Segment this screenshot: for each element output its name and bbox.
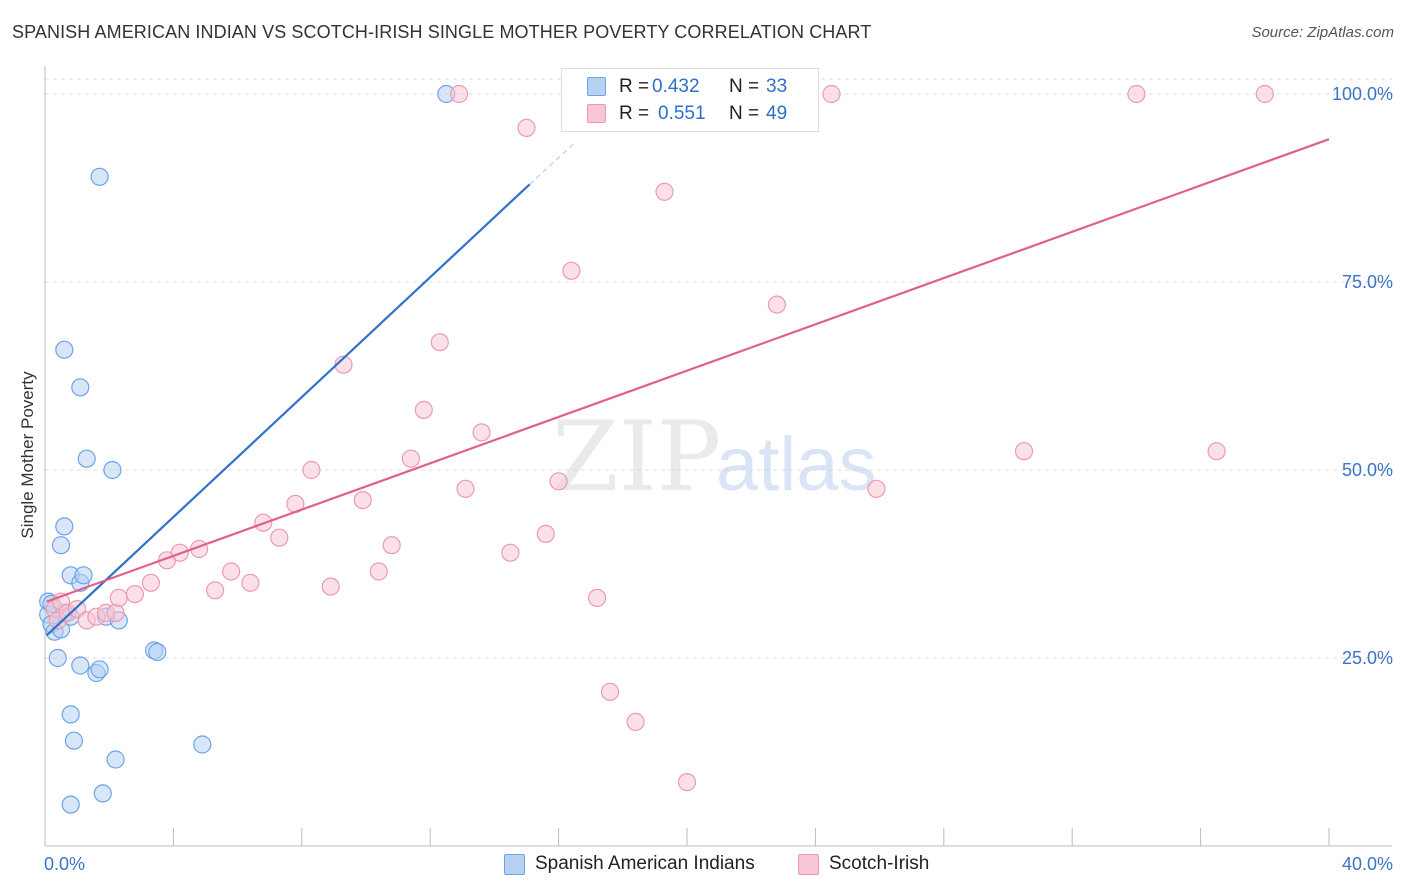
point-spanish-american-indians [55, 517, 74, 536]
point-scotch-irish [822, 84, 841, 104]
point-scotch-irish [206, 581, 225, 600]
point-spanish-american-indians [55, 340, 74, 359]
point-scotch-irish [241, 573, 260, 592]
point-scotch-irish [109, 588, 128, 608]
legend-swatch-blue [587, 77, 606, 96]
chart-source: Source: ZipAtlas.com [1251, 24, 1394, 41]
point-spanish-american-indians [61, 795, 80, 814]
point-scotch-irish [1014, 442, 1034, 461]
point-scotch-irish [450, 84, 469, 104]
trend-lines [45, 138, 1330, 637]
legend-swatch-pink [587, 104, 606, 123]
point-spanish-american-indians [71, 656, 90, 675]
point-scotch-irish [549, 472, 568, 491]
point-spanish-american-indians [148, 642, 167, 662]
r-label: R = [619, 103, 650, 124]
chart-title: SPANISH AMERICAN INDIAN VS SCOTCH-IRISH … [12, 22, 872, 42]
y-tick-label: 50.0% [1342, 460, 1393, 480]
x-tick-label: 40.0% [1342, 854, 1393, 874]
point-scotch-irish [655, 182, 674, 201]
trend-line-extension [529, 142, 576, 185]
point-scotch-irish [626, 712, 645, 732]
y-tick-label: 25.0% [1342, 648, 1393, 668]
n-value: 33 [766, 76, 788, 97]
tick-labels: 25.0% 50.0% 75.0% 100.0% 0.0% 40.0% [44, 84, 1393, 874]
point-scotch-irish [401, 449, 420, 468]
point-spanish-american-indians [93, 784, 112, 803]
data-points [39, 84, 1274, 814]
trend-line-spanish-american-indians [45, 183, 531, 637]
point-scotch-irish [414, 400, 433, 419]
point-scotch-irish [867, 479, 886, 498]
point-scotch-irish [382, 536, 401, 555]
point-spanish-american-indians [61, 705, 80, 724]
point-scotch-irish [430, 333, 449, 352]
point-scotch-irish [600, 682, 620, 701]
stats-row-spanish-american-indians: R = 0.432 N = 33 [562, 74, 818, 100]
legend-label: Spanish American Indians [535, 853, 755, 874]
r-value: 0.432 [652, 76, 700, 97]
point-scotch-irish [536, 524, 555, 544]
r-value: 0.551 [658, 103, 706, 124]
point-scotch-irish [369, 562, 388, 581]
point-scotch-irish [472, 423, 491, 442]
y-tick-label: 75.0% [1342, 272, 1393, 292]
point-scotch-irish [106, 603, 125, 623]
point-scotch-irish [562, 261, 581, 280]
trend-line-scotch-irish [46, 138, 1330, 603]
point-scotch-irish [125, 584, 144, 604]
point-scotch-irish [1127, 84, 1146, 104]
x-tick-label: 0.0% [44, 854, 85, 874]
point-scotch-irish [270, 528, 289, 547]
point-spanish-american-indians [90, 660, 109, 679]
point-scotch-irish [141, 573, 160, 592]
point-spanish-american-indians [51, 536, 71, 555]
point-scotch-irish [222, 562, 241, 581]
series-legend: Spanish American Indians Scotch-Irish [0, 851, 1406, 879]
point-spanish-american-indians [74, 566, 93, 585]
point-spanish-american-indians [64, 731, 84, 750]
grid-lines [45, 78, 1392, 659]
point-spanish-american-indians [48, 648, 67, 668]
point-scotch-irish [767, 295, 787, 314]
stats-legend: R = 0.432 N = 33 R = 0.551 N = 49 [561, 68, 819, 132]
legend-swatch-pink [798, 854, 819, 875]
point-spanish-american-indians [103, 460, 122, 480]
watermark-atlas: atlas [716, 422, 877, 507]
legend-label: Scotch-Irish [829, 853, 930, 874]
n-value: 49 [766, 103, 788, 124]
point-spanish-american-indians [90, 167, 109, 186]
point-scotch-irish [501, 543, 520, 562]
r-label: R = [619, 76, 650, 97]
point-spanish-american-indians [106, 750, 125, 769]
watermark: ZIP atlas [552, 401, 877, 513]
n-label: N = [729, 76, 760, 97]
point-spanish-american-indians [71, 378, 90, 397]
point-scotch-irish [677, 772, 697, 792]
y-tick-label: 100.0% [1332, 84, 1393, 104]
legend-swatch-blue [504, 854, 525, 875]
point-scotch-irish [321, 577, 340, 596]
stats-row-scotch-irish: R = 0.551 N = 49 [562, 101, 818, 127]
point-scotch-irish [1207, 442, 1226, 461]
point-scotch-irish [456, 479, 475, 498]
point-spanish-american-indians [77, 449, 96, 468]
point-scotch-irish [1255, 84, 1274, 104]
watermark-zip: ZIP [552, 401, 721, 513]
n-label: N = [729, 103, 760, 124]
axes [44, 66, 1392, 847]
point-spanish-american-indians [193, 735, 212, 754]
point-scotch-irish [353, 491, 372, 510]
point-scotch-irish [517, 118, 536, 138]
point-scotch-irish [302, 460, 321, 480]
point-scotch-irish [587, 588, 607, 608]
